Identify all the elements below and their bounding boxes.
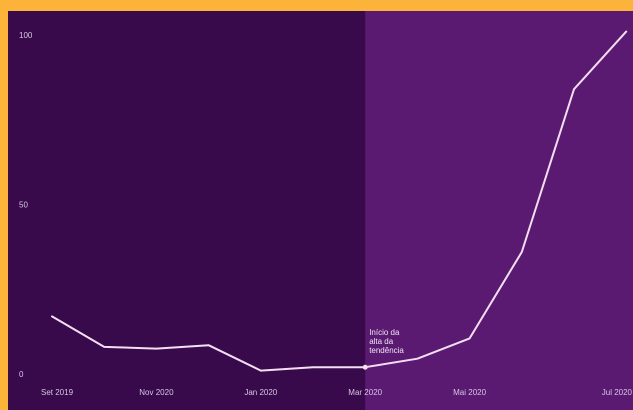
x-tick-label: Mar 2020	[348, 388, 382, 397]
series-line	[51, 30, 628, 372]
y-tick-label: 0	[19, 370, 24, 379]
x-tick-label: Set 2019	[41, 388, 74, 397]
chart-frame: 0 50 100 Set 2019 Nov 2020 Jan 2020 Mar 2020 M…	[8, 11, 633, 410]
y-tick-label: 100	[19, 31, 33, 40]
trend-start-marker	[362, 364, 368, 370]
background-trend-period	[365, 11, 633, 410]
x-axis-ticks: Set 2019 Nov 2020 Jan 2020 Mar 2020 Mai 2020…	[41, 388, 633, 397]
x-tick-label: Jul 2020	[602, 388, 633, 397]
x-tick-label: Mai 2020	[453, 388, 486, 397]
trend-line-chart: 0 50 100 Set 2019 Nov 2020 Jan 2020 Mar 2020 M…	[8, 11, 633, 410]
y-tick-label: 50	[19, 201, 28, 210]
annotation-line: tendência	[369, 346, 404, 355]
annotation-line: alta da	[369, 337, 394, 346]
x-tick-label: Nov 2020	[139, 388, 174, 397]
trend-start-annotation: Início da alta da tendência	[369, 328, 404, 355]
annotation-line: Início da	[369, 328, 400, 337]
y-axis-ticks: 0 50 100	[19, 31, 33, 379]
x-tick-label: Jan 2020	[244, 388, 277, 397]
